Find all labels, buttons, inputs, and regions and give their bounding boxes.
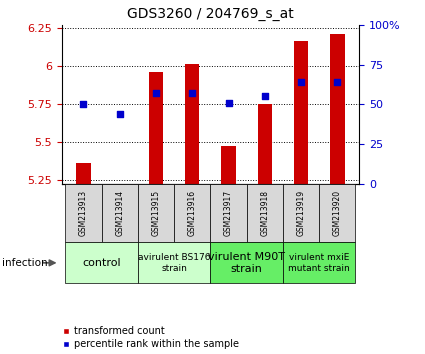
Point: [225, 100, 232, 106]
Bar: [246, 184, 283, 242]
Text: GSM213918: GSM213918: [260, 190, 269, 236]
Text: virulent mxiE
mutant strain: virulent mxiE mutant strain: [288, 253, 350, 273]
Point: [261, 94, 268, 99]
Bar: [221, 146, 236, 184]
Bar: [210, 184, 246, 242]
Bar: [149, 72, 163, 184]
Bar: [294, 41, 308, 184]
Legend: transformed count, percentile rank within the sample: transformed count, percentile rank withi…: [62, 326, 239, 349]
Bar: [283, 184, 319, 242]
Bar: [210, 242, 283, 283]
Text: GSM213920: GSM213920: [333, 190, 342, 236]
Text: GSM213913: GSM213913: [79, 190, 88, 236]
Title: GDS3260 / 204769_s_at: GDS3260 / 204769_s_at: [127, 7, 294, 21]
Point: [298, 79, 304, 85]
Point: [116, 111, 123, 117]
Bar: [102, 184, 138, 242]
Text: GSM213917: GSM213917: [224, 190, 233, 236]
Point: [189, 91, 196, 96]
Bar: [283, 242, 355, 283]
Text: avirulent BS176
strain: avirulent BS176 strain: [138, 253, 210, 273]
Bar: [174, 184, 210, 242]
Bar: [185, 64, 199, 184]
Bar: [258, 104, 272, 184]
Text: infection: infection: [2, 258, 48, 268]
Text: GSM213914: GSM213914: [115, 190, 124, 236]
Bar: [138, 184, 174, 242]
Point: [80, 102, 87, 107]
Bar: [138, 242, 210, 283]
Bar: [319, 184, 355, 242]
Bar: [65, 242, 138, 283]
Text: virulent M90T
strain: virulent M90T strain: [208, 252, 285, 274]
Text: GSM213915: GSM213915: [151, 190, 161, 236]
Text: control: control: [82, 258, 121, 268]
Bar: [65, 184, 102, 242]
Text: GSM213916: GSM213916: [188, 190, 197, 236]
Point: [153, 91, 159, 96]
Bar: [330, 34, 345, 184]
Text: GSM213919: GSM213919: [297, 190, 306, 236]
Point: [334, 79, 341, 85]
Bar: [76, 163, 91, 184]
